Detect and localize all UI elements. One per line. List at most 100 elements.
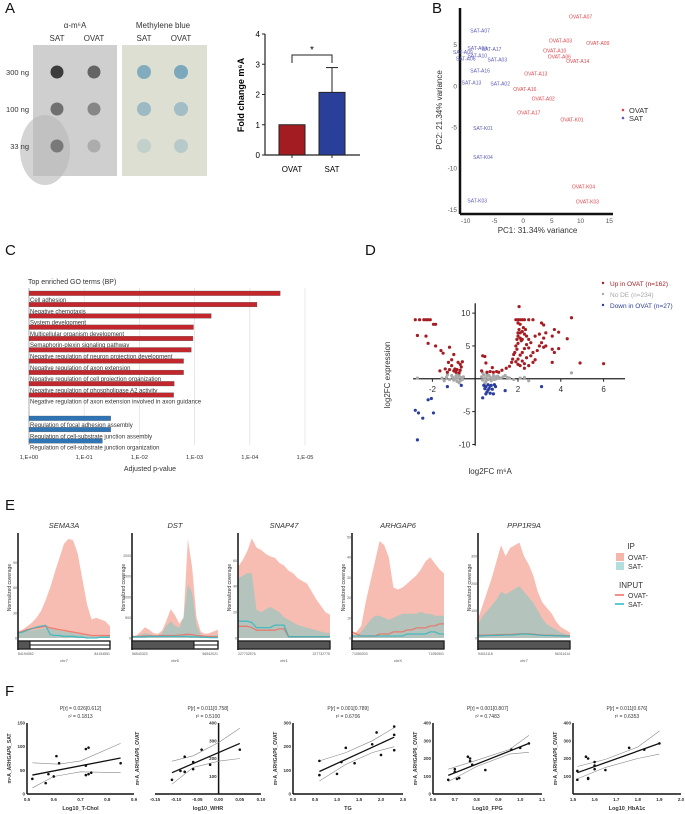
- point-up: [517, 327, 521, 332]
- y-tick-label: 2: [256, 91, 261, 100]
- x-tick-label: 0.5: [24, 797, 31, 802]
- sample-label: OVAT-A10: [543, 48, 566, 54]
- point-up: [539, 341, 544, 345]
- sample-label: OVAT-A03: [549, 39, 572, 45]
- data-point: [392, 725, 396, 728]
- point-nde: [444, 375, 448, 380]
- legend-ip-title: IP: [627, 542, 635, 551]
- y-axis-label: m⁶A_ARHGAP6_OVAT: [273, 732, 279, 786]
- point-up: [458, 368, 462, 372]
- point-nde: [447, 377, 452, 382]
- x-tick-label: 0.6: [430, 797, 437, 802]
- point-up: [521, 325, 525, 330]
- point-down: [445, 385, 449, 389]
- point-nde: [522, 375, 527, 380]
- data-point: [318, 773, 321, 777]
- point-up: [531, 318, 535, 322]
- correlation-plot-4: P[r] = 0.001[0.807] r² = 0.7483 0.6 0.7 0.8 0…: [413, 706, 546, 812]
- x-axis-label: Adjusted p-value: [124, 466, 176, 473]
- sample-label: OVAT-A16: [513, 87, 536, 93]
- go-bar: [28, 302, 258, 308]
- ci-upper-line: [171, 728, 240, 762]
- data-point: [468, 757, 472, 760]
- m6a-dot: [87, 65, 101, 79]
- point-nde: [415, 376, 420, 380]
- data-point: [84, 747, 88, 751]
- go-term-label: Negative chemotaxis: [30, 309, 86, 315]
- y-tick-label: 0: [453, 83, 457, 90]
- ci-upper-line: [448, 735, 530, 770]
- point-up: [550, 347, 554, 351]
- point-nde: [489, 379, 493, 383]
- go-bar: [28, 438, 103, 444]
- y-tick-label: 200: [283, 744, 291, 749]
- data-point: [470, 763, 474, 767]
- y-tick-label: 300: [209, 738, 217, 743]
- gene-title: PPP1R9A: [507, 521, 541, 530]
- end-coordinate: 71050501: [428, 652, 444, 656]
- m6a-dot: [87, 102, 101, 116]
- x-tick-label: 2.0: [678, 797, 685, 802]
- go-bar: [28, 313, 212, 319]
- y-tick-label: 400: [423, 721, 431, 726]
- y-tick-label: 2000: [123, 554, 131, 558]
- x-axis-label: PC1: 31.34% variance: [498, 226, 578, 235]
- y-axis-label: Fold change m⁶A: [236, 57, 246, 132]
- legend-label: SAT: [629, 114, 643, 123]
- data-point: [170, 778, 174, 782]
- point-up: [527, 337, 531, 341]
- x-tick-label: 1.5: [356, 797, 363, 802]
- point-up: [428, 318, 432, 322]
- gene-title: SEMA3A: [49, 521, 79, 530]
- point-nde: [569, 371, 574, 375]
- ci-lower-line: [577, 753, 660, 780]
- gene-exon: [477, 640, 571, 650]
- y-tick-label: 20: [347, 596, 351, 600]
- y-tick-label: 0: [349, 637, 351, 641]
- bar-ovat: [278, 124, 306, 156]
- legend-label: OVAT-: [628, 555, 649, 562]
- gene-exon: [131, 640, 195, 650]
- point-nde: [512, 377, 516, 382]
- y-axis-label: m⁶A_ARHGAP6_OVAT: [135, 732, 141, 786]
- y-tick-label: 5: [453, 42, 457, 49]
- data-point: [183, 770, 186, 774]
- point-up: [522, 362, 527, 366]
- y-tick-label: 40: [233, 585, 237, 589]
- x-tick-label: SAT: [325, 165, 340, 174]
- ovat-ip-area: [18, 538, 110, 638]
- go-term-label: Negative regulation of axon extension: [30, 366, 130, 372]
- sample-label: SAT-A04: [467, 46, 487, 52]
- stat-label: P[r] = 0.001[0.789]: [327, 706, 369, 712]
- point-up: [569, 316, 574, 320]
- point-up: [542, 323, 546, 327]
- data-point: [47, 772, 50, 776]
- legend-label: SAT-: [628, 602, 644, 609]
- y-axis-label: Normalized coverage: [467, 564, 473, 611]
- data-point: [455, 777, 459, 781]
- sat-input-line: [17, 624, 110, 639]
- lane-label: SAT: [50, 34, 65, 43]
- regression-line: [171, 742, 241, 774]
- sample-label: SAT-K04: [473, 155, 493, 161]
- sample-label: OVAT-A06: [548, 54, 571, 60]
- y-axis-label: m⁶A_ARHGAP6_OVAT: [413, 732, 419, 786]
- m6a-dot: [50, 65, 64, 79]
- coverage-track-arhgap6: ARHGAP6 0 10 20 30 40 50 Normalized coverage 710…: [341, 521, 445, 663]
- y-tick-label: 0: [428, 792, 431, 797]
- x-tick-label: -2: [429, 385, 437, 394]
- go-term-label: Regulation of cell-substrate junction or…: [30, 446, 159, 452]
- y-tick-label: 300: [283, 721, 291, 726]
- point-up: [480, 369, 484, 373]
- y-tick-label: 3: [256, 60, 261, 69]
- y-tick-label: 5: [466, 342, 471, 351]
- start-coordinate: 56540323: [132, 652, 148, 656]
- y-tick-label: 150: [17, 721, 25, 726]
- methylene-blue-dot: [137, 102, 151, 116]
- ci-lower-line: [171, 758, 240, 785]
- data-point: [179, 769, 182, 773]
- point-up: [500, 368, 504, 372]
- point-up: [455, 367, 459, 372]
- point-up: [565, 337, 569, 341]
- point-up: [490, 366, 494, 370]
